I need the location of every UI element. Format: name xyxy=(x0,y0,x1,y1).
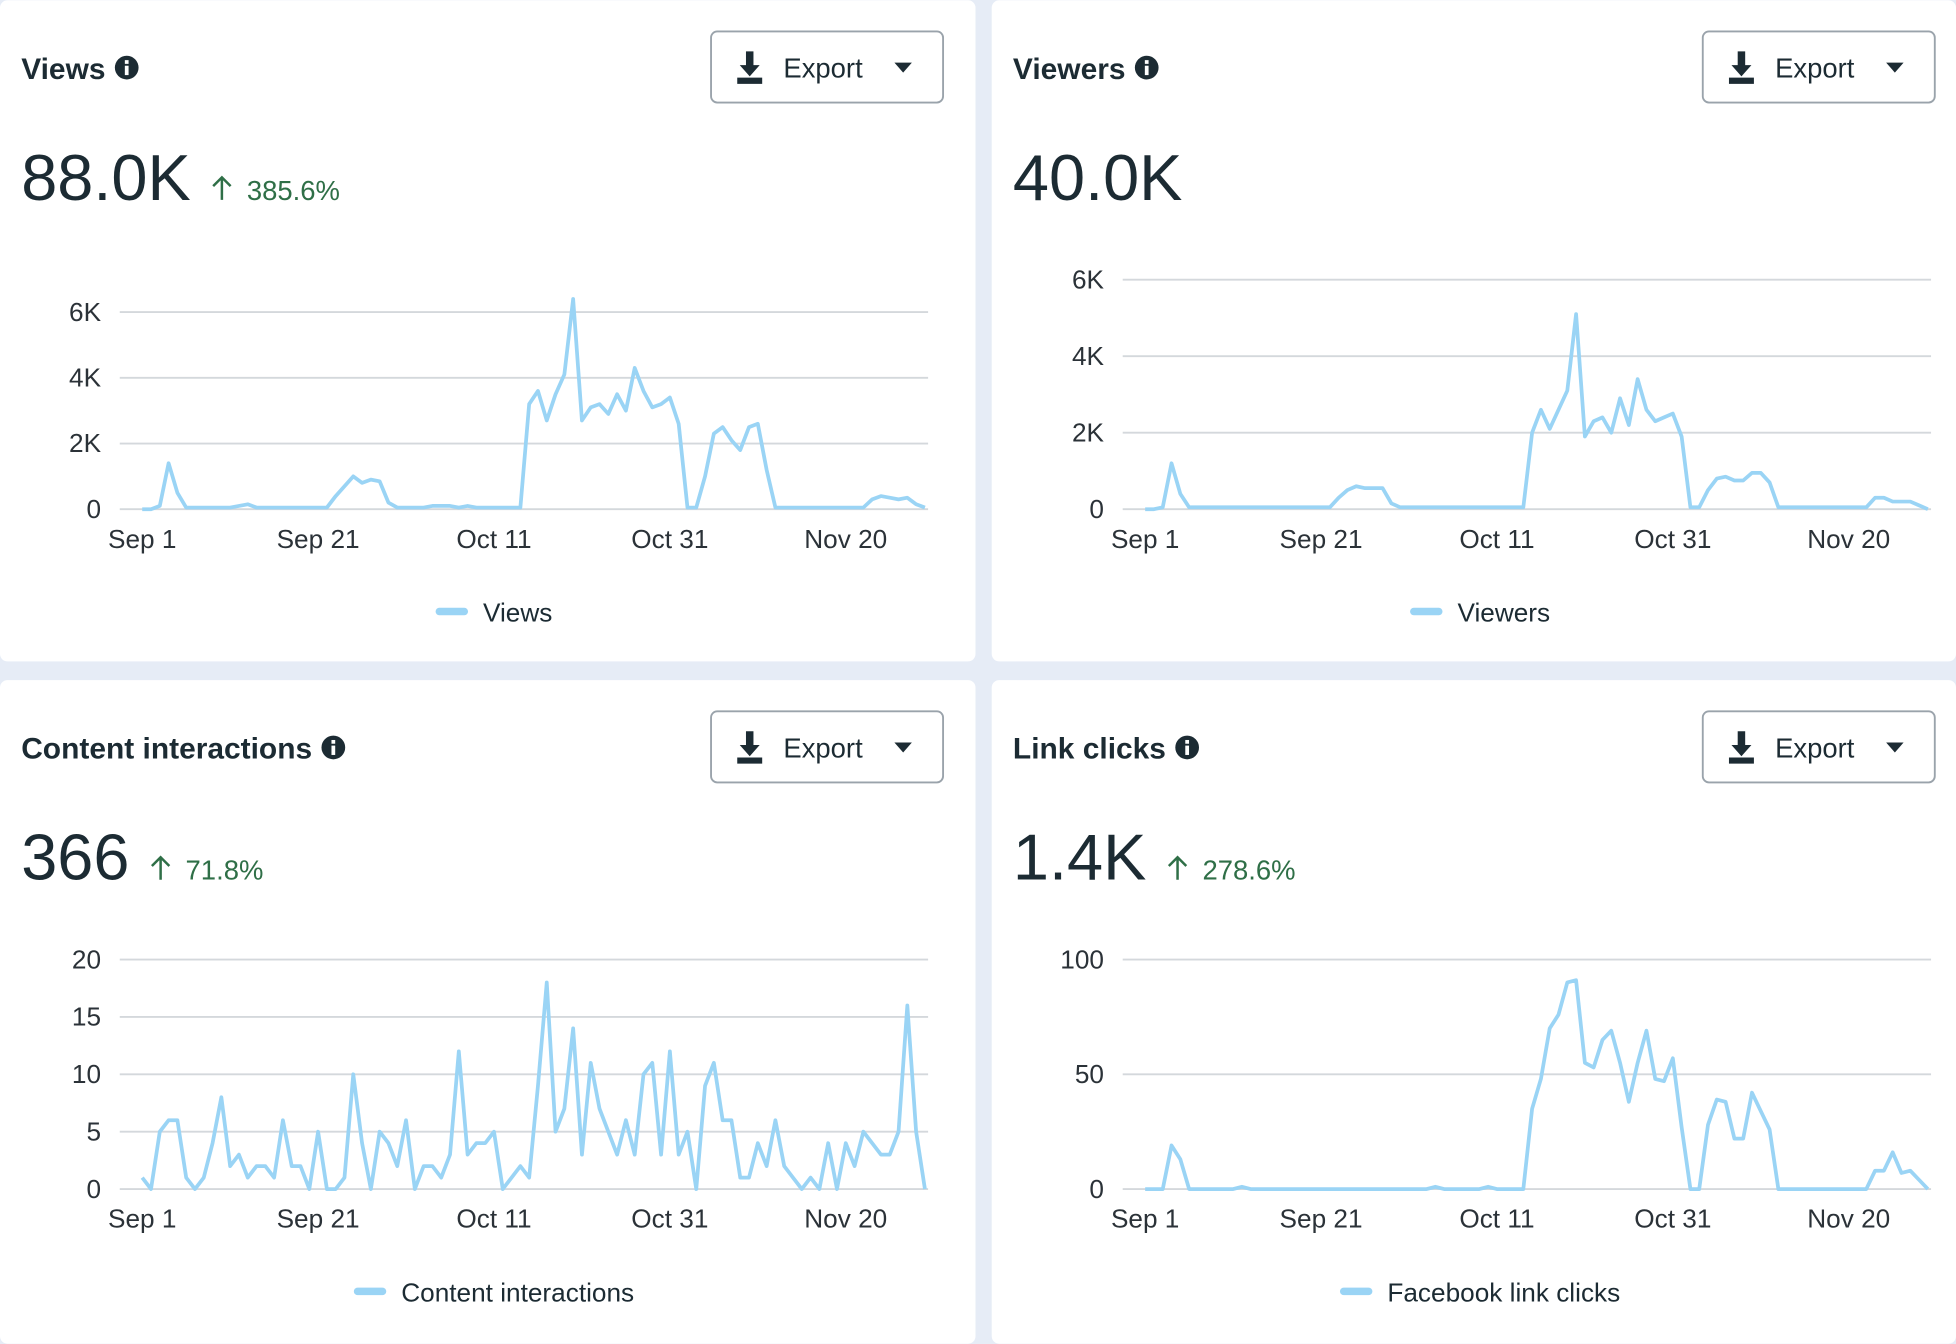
export-label[interactable]: Export xyxy=(783,53,863,84)
change-value: 71.8% xyxy=(186,855,264,886)
x-tick-label: Nov 20 xyxy=(804,524,887,554)
x-tick-label: Sep 1 xyxy=(1111,524,1179,554)
legend-label: Viewers xyxy=(1457,597,1550,627)
legend: Viewers xyxy=(1410,597,1550,627)
x-tick-label: Sep 21 xyxy=(1280,524,1363,554)
legend: Facebook link clicks xyxy=(1339,1277,1620,1307)
change-value: 385.6% xyxy=(247,175,340,206)
card xyxy=(0,0,976,662)
data-line xyxy=(1145,312,1929,512)
legend-swatch xyxy=(435,607,469,616)
export-button[interactable]: Export xyxy=(710,30,945,104)
legend: Views xyxy=(435,597,552,627)
export-button-box[interactable] xyxy=(1701,710,1936,784)
export-label[interactable]: Export xyxy=(783,732,863,763)
legend-label: Content interactions xyxy=(401,1277,634,1307)
y-tick-label: 0 xyxy=(1089,494,1104,524)
y-tick-label: 2K xyxy=(69,428,102,458)
legend-swatch xyxy=(1339,1287,1373,1296)
export-button[interactable]: Export xyxy=(1701,30,1936,104)
x-tick-label: Oct 11 xyxy=(1459,524,1534,554)
x-tick-label: Sep 21 xyxy=(277,1204,360,1234)
dropdown-caret xyxy=(1886,742,1904,753)
download-icon xyxy=(737,731,763,764)
y-tick-label: 100 xyxy=(1060,944,1104,974)
dropdown-caret xyxy=(894,742,912,753)
x-tick-label: Sep 21 xyxy=(1280,1204,1363,1234)
total-value: 1.4K xyxy=(1013,821,1146,894)
y-tick-label: 0 xyxy=(1089,1174,1104,1204)
info-icon-bar xyxy=(1144,65,1149,76)
card xyxy=(991,680,1956,1344)
export-button[interactable]: Export xyxy=(1701,710,1936,784)
y-tick-label: 4K xyxy=(1072,341,1105,371)
x-tick-label: Nov 20 xyxy=(804,1204,887,1234)
x-tick-label: Oct 31 xyxy=(631,1204,708,1234)
info-icon-dot xyxy=(331,739,336,744)
card xyxy=(991,0,1956,662)
x-tick-label: Oct 11 xyxy=(456,1204,531,1234)
up-arrow xyxy=(1167,855,1188,880)
y-tick-label: 4K xyxy=(69,363,102,393)
x-tick-label: Oct 31 xyxy=(631,524,708,554)
total-value: 366 xyxy=(21,821,129,894)
export-label[interactable]: Export xyxy=(1775,732,1855,763)
card-title: Link clicks xyxy=(1013,733,1166,766)
download-icon xyxy=(737,51,763,84)
legend-swatch xyxy=(1410,607,1443,616)
card-title: Content interactions xyxy=(21,733,312,766)
up-arrow xyxy=(212,175,232,200)
data-line xyxy=(1145,978,1930,1191)
x-tick-label: Oct 31 xyxy=(1634,524,1711,554)
y-tick-label: 50 xyxy=(1075,1059,1104,1089)
y-tick-label: 15 xyxy=(72,1002,101,1032)
total-value: 40.0K xyxy=(1013,141,1182,214)
card-title: Viewers xyxy=(1013,53,1126,86)
y-tick-label: 2K xyxy=(1072,417,1105,447)
x-tick-label: Sep 1 xyxy=(108,1204,176,1234)
export-label[interactable]: Export xyxy=(1775,53,1855,84)
x-tick-label: Oct 11 xyxy=(1459,1204,1534,1234)
total-value: 88.0K xyxy=(21,141,191,214)
x-tick-label: Nov 20 xyxy=(1807,524,1890,554)
x-tick-label: Oct 11 xyxy=(456,524,531,554)
y-tick-label: 0 xyxy=(86,1174,101,1204)
y-tick-label: 20 xyxy=(72,944,101,974)
legend-swatch xyxy=(353,1287,387,1296)
export-button[interactable]: Export xyxy=(710,710,945,784)
up-arrow xyxy=(150,855,171,880)
x-tick-label: Oct 31 xyxy=(1634,1204,1711,1234)
x-tick-label: Sep 21 xyxy=(277,524,360,554)
x-tick-label: Sep 1 xyxy=(1111,1204,1179,1234)
info-icon-bar xyxy=(331,745,336,755)
info-icon-bar xyxy=(124,65,129,76)
card xyxy=(0,680,976,1344)
legend-label: Views xyxy=(483,597,552,627)
info-icon-bar xyxy=(1185,745,1190,755)
card-title: Views xyxy=(21,53,105,86)
export-button-box[interactable] xyxy=(710,30,945,104)
data-line xyxy=(140,980,927,1191)
export-button-box[interactable] xyxy=(710,710,945,784)
download-icon xyxy=(1728,51,1754,84)
y-tick-label: 6K xyxy=(1072,264,1105,294)
info-icon-dot xyxy=(1144,60,1149,64)
legend: Content interactions xyxy=(353,1277,634,1307)
legend-label: Facebook link clicks xyxy=(1387,1277,1620,1307)
y-tick-label: 10 xyxy=(72,1059,101,1089)
dropdown-caret xyxy=(1886,62,1904,73)
data-line xyxy=(142,297,926,512)
export-button-box[interactable] xyxy=(1701,30,1936,104)
download-icon xyxy=(1728,731,1754,764)
dropdown-caret xyxy=(894,62,912,73)
change-value: 278.6% xyxy=(1203,855,1296,886)
y-tick-label: 5 xyxy=(86,1116,101,1146)
x-tick-label: Sep 1 xyxy=(108,524,176,554)
info-icon-dot xyxy=(124,60,129,64)
info-icon-dot xyxy=(1185,739,1190,744)
x-tick-label: Nov 20 xyxy=(1807,1204,1890,1234)
y-tick-label: 0 xyxy=(86,494,101,524)
y-tick-label: 6K xyxy=(69,297,102,327)
